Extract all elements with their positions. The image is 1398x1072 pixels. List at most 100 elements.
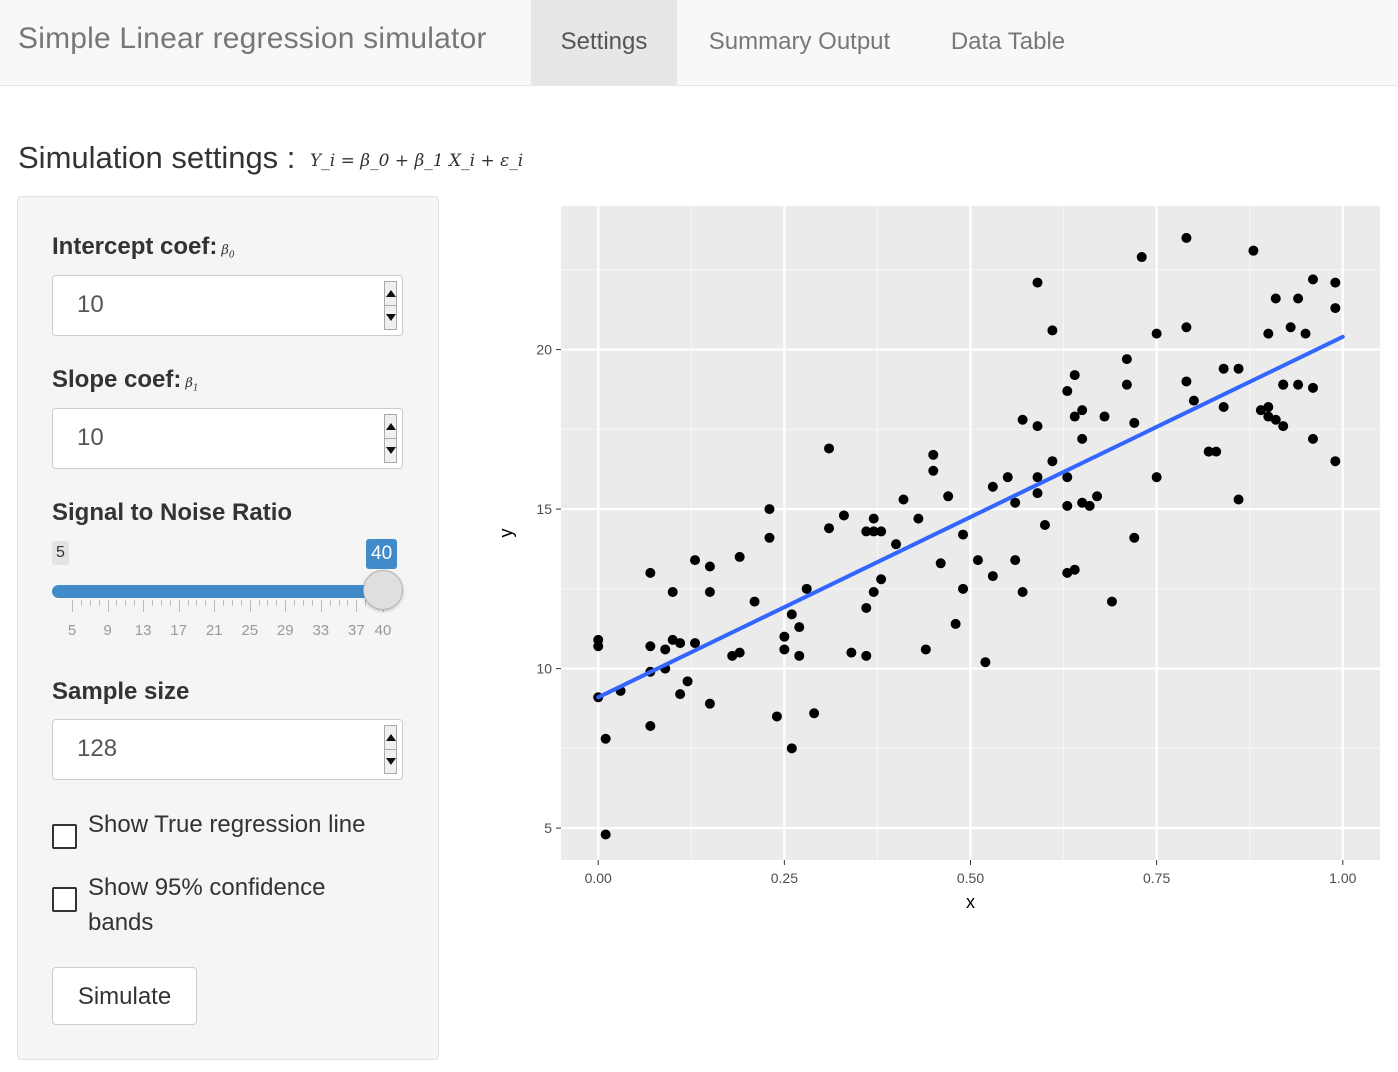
data-point [704, 587, 715, 598]
data-point [1263, 328, 1274, 339]
data-point [861, 602, 872, 613]
true-line-label[interactable]: Show True regression line [88, 811, 366, 838]
data-point [704, 561, 715, 572]
data-point [1300, 328, 1311, 339]
sample-size-value: 128 [77, 735, 118, 762]
data-point [682, 676, 693, 687]
slider-minor-tick [125, 600, 127, 606]
data-point [1270, 414, 1281, 425]
data-point [1069, 411, 1080, 422]
data-point [1032, 488, 1043, 499]
data-point [1069, 564, 1080, 575]
sample-size-input[interactable]: 128 [52, 719, 403, 780]
slider-minor-tick [196, 600, 198, 606]
data-point [838, 510, 849, 521]
intercept-input[interactable]: 10 [52, 275, 403, 336]
conf-bands-checkbox[interactable] [52, 887, 77, 912]
y-axis-title: y [498, 529, 516, 538]
slope-input[interactable]: 10 [52, 408, 403, 469]
data-point [1330, 303, 1341, 314]
spin-up-icon[interactable] [386, 423, 396, 430]
data-point [861, 526, 872, 537]
data-point [943, 491, 954, 502]
page-title: Simulation settings : Y_i = β_0 + β_1 X_… [18, 140, 523, 176]
simulate-button[interactable]: Simulate [52, 967, 197, 1025]
data-point [935, 558, 946, 569]
data-point [600, 733, 611, 744]
data-point [1151, 328, 1162, 339]
data-point [704, 698, 715, 709]
data-point [876, 526, 887, 537]
slider-minor-tick [267, 600, 269, 606]
slider-minor-tick [258, 600, 260, 606]
tab-settings[interactable]: Settings [531, 0, 677, 85]
slider-tick-label: 17 [170, 622, 187, 639]
data-point [913, 513, 924, 524]
tab-summary-output[interactable]: Summary Output [708, 28, 891, 55]
data-point [1129, 417, 1140, 428]
tab-data-table[interactable]: Data Table [950, 28, 1066, 55]
sample-size-spinner[interactable] [384, 725, 397, 774]
data-point [1218, 401, 1229, 412]
data-point [1270, 293, 1281, 304]
data-point [1218, 363, 1229, 374]
spin-up-icon[interactable] [386, 290, 396, 297]
data-point [1181, 376, 1192, 387]
data-point [1047, 325, 1058, 336]
data-point [1248, 245, 1259, 256]
slider-major-tick [107, 600, 109, 612]
data-point [920, 644, 931, 655]
data-point [868, 513, 879, 524]
data-point [1129, 532, 1140, 543]
spin-down-icon[interactable] [386, 314, 396, 321]
intercept-spinner[interactable] [384, 281, 397, 330]
slider-tick-label: 21 [205, 622, 223, 639]
spin-down-icon[interactable] [386, 758, 396, 765]
conf-bands-label[interactable]: Show 95% confidence bands [88, 874, 326, 936]
data-point [1330, 277, 1341, 288]
spin-up-icon[interactable] [386, 734, 396, 741]
data-point [1188, 395, 1199, 406]
data-point [876, 574, 887, 585]
data-point [1062, 500, 1073, 511]
data-point [1017, 587, 1028, 598]
data-point [1307, 433, 1318, 444]
beta1-symbol: β1 [185, 376, 199, 394]
beta0-symbol: β0 [221, 243, 235, 261]
data-point [928, 449, 939, 460]
true-line-checkbox[interactable] [52, 824, 77, 849]
data-point [861, 650, 872, 661]
data-point [1039, 520, 1050, 531]
data-point [1278, 421, 1289, 432]
data-point [1032, 472, 1043, 483]
data-point [1062, 386, 1073, 397]
data-point [675, 638, 686, 649]
data-point [1106, 596, 1117, 607]
x-tick-label: 0.25 [771, 870, 798, 886]
data-point [1263, 401, 1274, 412]
slider-minor-tick [329, 600, 331, 606]
slider-minor-tick [365, 600, 367, 606]
slider-track[interactable] [52, 585, 383, 598]
data-point [1047, 456, 1058, 467]
slider-minor-tick [311, 600, 313, 606]
data-point [1293, 379, 1304, 390]
data-point [868, 587, 879, 598]
slider-tick-label: 40 [374, 622, 392, 639]
slope-spinner[interactable] [384, 414, 397, 463]
y-tick-label: 5 [544, 820, 552, 836]
intercept-label: Intercept coef: β0 [52, 233, 235, 261]
spin-down-icon[interactable] [386, 447, 396, 454]
data-point [764, 504, 775, 515]
slider-handle[interactable] [363, 570, 403, 610]
data-point [1151, 472, 1162, 483]
slider-minor-tick [98, 600, 100, 606]
slider-major-tick [356, 600, 358, 612]
data-point [794, 622, 805, 633]
slider-major-tick [143, 600, 145, 612]
data-point [1092, 491, 1103, 502]
data-point [645, 721, 656, 732]
data-point [1099, 411, 1110, 422]
scatter-plot: 0.00 0.25 0.50 0.75 1.00 5 10 15 20 x y [498, 206, 1380, 912]
slider-minor-tick [160, 600, 162, 606]
